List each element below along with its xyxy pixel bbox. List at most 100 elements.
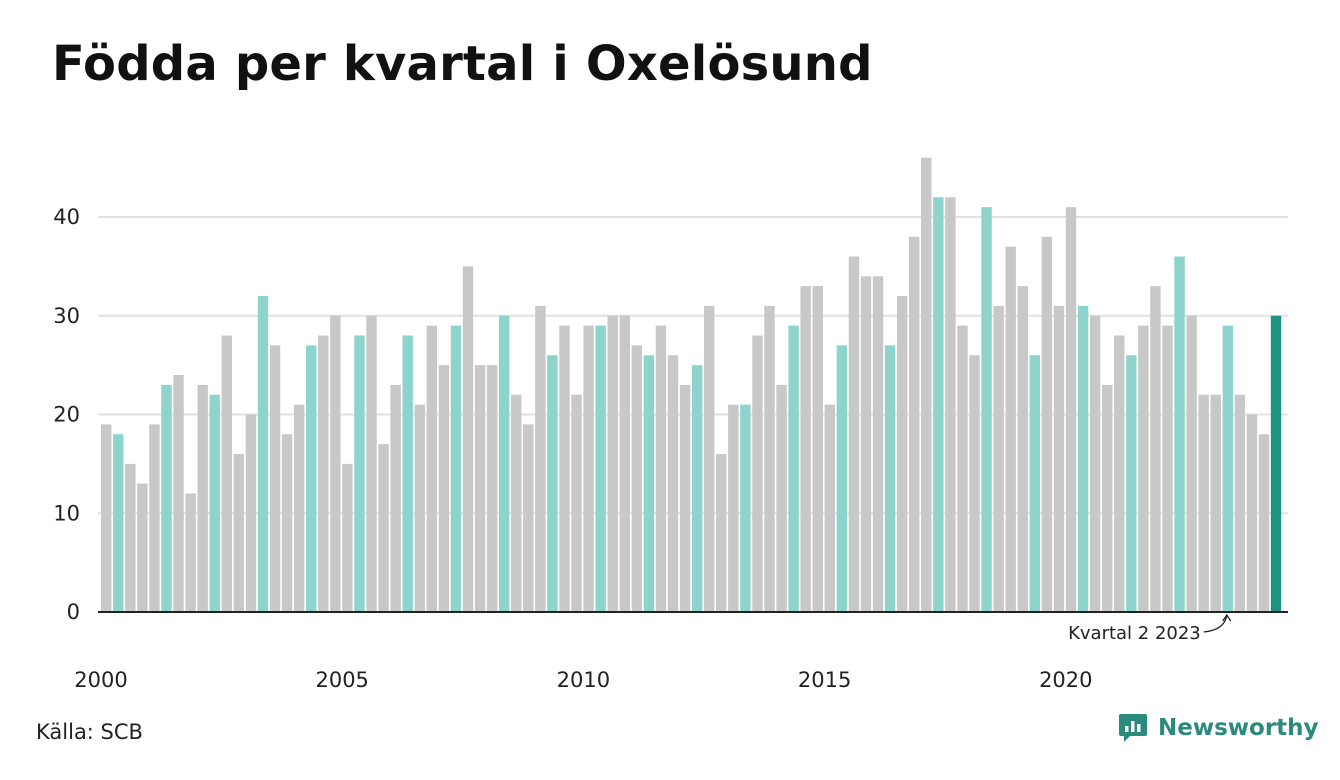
bar-2019-Q2 (1029, 355, 1041, 612)
annotation-arrow-icon (1203, 615, 1228, 633)
bar-2023-Q4 (1246, 414, 1258, 612)
bar-2015-Q2 (836, 345, 848, 613)
bar-2003-Q4 (281, 434, 293, 612)
bar-2020-Q4 (1101, 384, 1113, 613)
bar-2017-Q2 (933, 197, 944, 612)
bar-2024-Q2 (1270, 315, 1282, 612)
bar-2008-Q4 (523, 424, 534, 613)
bar-2022-Q2 (1174, 256, 1185, 612)
brand-logo: Newsworthy (1118, 712, 1319, 744)
bar-2011-Q2 (643, 355, 655, 612)
bar-2023-Q1 (1210, 394, 1221, 612)
annotation-arrowhead-icon (1222, 613, 1232, 622)
bar-2013-Q4 (764, 305, 775, 613)
bar-2018-Q4 (1005, 246, 1016, 613)
bar-2008-Q1 (486, 365, 498, 613)
bar-2021-Q2 (1126, 355, 1137, 612)
bar-2020-Q1 (1065, 207, 1077, 613)
bar-2009-Q1 (535, 305, 546, 613)
bar-2013-Q3 (752, 335, 763, 612)
bar-2020-Q2 (1077, 305, 1089, 613)
bar-2015-Q1 (824, 404, 835, 613)
bar-2002-Q2 (209, 394, 220, 612)
bar-2004-Q3 (318, 335, 329, 612)
bar-2016-Q2 (884, 345, 896, 613)
bar-2010-Q1 (583, 325, 594, 613)
bar-2012-Q2 (691, 365, 703, 613)
source-label: Källa: SCB (36, 720, 143, 744)
brand-name: Newsworthy (1158, 715, 1319, 741)
bars (101, 157, 1282, 613)
bar-2014-Q1 (776, 384, 787, 613)
bar-2012-Q1 (679, 384, 691, 613)
bar-2003-Q2 (257, 296, 269, 612)
y-tick-label-30: 30 (53, 304, 80, 328)
bar-2001-Q1 (149, 424, 160, 613)
bar-2002-Q3 (221, 335, 232, 612)
bar-2000-Q2 (113, 434, 124, 612)
annotation: Kvartal 2 2023 (1068, 613, 1232, 644)
bar-2008-Q2 (498, 315, 510, 612)
bar-2001-Q2 (161, 384, 172, 613)
y-axis-ticks: 0 10 20 30 40 (53, 205, 80, 624)
bar-2014-Q2 (788, 325, 799, 613)
bar-2010-Q3 (607, 315, 618, 612)
bar-2010-Q4 (619, 315, 630, 612)
chart-title: Födda per kvartal i Oxelösund (52, 36, 873, 92)
bar-2005-Q1 (342, 463, 353, 613)
bar-2000-Q1 (101, 424, 112, 613)
bar-2023-Q3 (1234, 394, 1246, 612)
bar-2011-Q3 (655, 325, 667, 613)
bar-2018-Q3 (993, 305, 1004, 613)
bar-2005-Q3 (366, 315, 377, 612)
bar-2010-Q2 (595, 325, 606, 613)
y-tick-label-40: 40 (53, 205, 80, 229)
bar-2004-Q1 (293, 404, 305, 613)
y-tick-label-20: 20 (53, 403, 80, 427)
bar-2003-Q1 (245, 414, 257, 612)
bar-2016-Q1 (872, 276, 884, 612)
bar-2018-Q1 (969, 355, 980, 612)
bar-2002-Q4 (233, 454, 245, 612)
newsworthy-logo-icon (1119, 714, 1147, 742)
x-tick-label-2020: 2020 (1039, 668, 1092, 692)
bar-2007-Q2 (450, 325, 462, 613)
bar-2021-Q1 (1114, 335, 1125, 612)
x-axis-ticks: 2000 2005 2010 2015 2020 (74, 668, 1092, 692)
bar-2014-Q4 (812, 286, 823, 613)
bar-2022-Q1 (1162, 325, 1173, 613)
bar-2022-Q4 (1198, 394, 1209, 612)
annotation-label: Kvartal 2 2023 (1068, 623, 1201, 644)
bar-2021-Q3 (1138, 325, 1149, 613)
bar-2001-Q3 (173, 375, 184, 612)
bar-2022-Q3 (1186, 315, 1197, 612)
bar-2009-Q4 (571, 394, 582, 612)
bar-2007-Q3 (462, 266, 474, 613)
bar-2004-Q4 (330, 315, 341, 612)
y-tick-label-10: 10 (53, 501, 80, 525)
bar-2002-Q1 (197, 384, 208, 613)
bar-2019-Q3 (1041, 236, 1053, 612)
bar-2016-Q4 (909, 236, 920, 612)
bar-2005-Q4 (378, 444, 389, 613)
bar-2014-Q3 (800, 286, 811, 613)
bar-2000-Q3 (125, 463, 136, 613)
bar-2008-Q3 (511, 394, 522, 612)
bar-2006-Q4 (426, 325, 438, 613)
bar-2017-Q1 (921, 157, 932, 612)
bar-2005-Q2 (354, 335, 365, 612)
bar-2018-Q2 (981, 207, 992, 613)
bar-2023-Q2 (1222, 325, 1233, 613)
bar-2003-Q3 (269, 345, 281, 613)
bar-2009-Q2 (547, 355, 558, 612)
bar-2017-Q4 (957, 325, 968, 613)
bar-2006-Q1 (390, 384, 401, 613)
bar-2012-Q4 (716, 454, 727, 612)
x-tick-label-2015: 2015 (798, 668, 851, 692)
bar-2019-Q4 (1053, 305, 1065, 613)
bar-2009-Q3 (559, 325, 570, 613)
x-tick-label-2010: 2010 (557, 668, 610, 692)
bar-2007-Q4 (474, 365, 486, 613)
bar-2013-Q2 (740, 404, 751, 613)
